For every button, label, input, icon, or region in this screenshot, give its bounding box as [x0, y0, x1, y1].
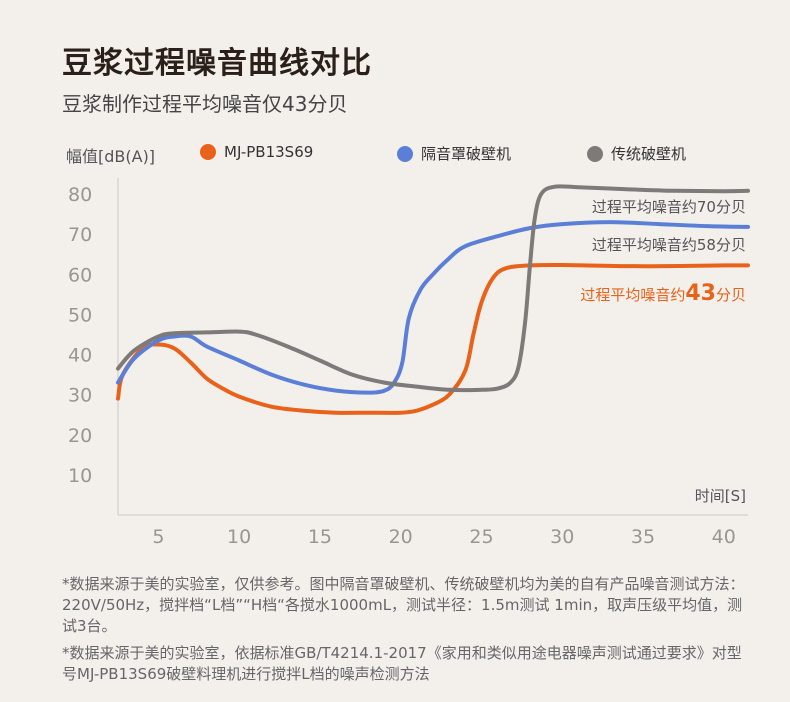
- annotation-mj: 过程平均噪音约43分贝: [580, 281, 746, 306]
- chart-subtitle: 豆浆制作过程平均噪音仅43分贝: [62, 92, 348, 116]
- legend-dot-gray: [587, 145, 603, 162]
- series-line-soundproof-blender: [116, 220, 750, 395]
- annotation-soundproof-prefix: 过程平均噪音约: [592, 236, 697, 254]
- legend-label-mj: MJ-PB13S69: [224, 143, 314, 161]
- legend-label-soundproof: 隔音罩破壁机: [421, 145, 512, 163]
- x-tick-label-5: 5: [152, 526, 164, 548]
- y-tick-label-60: 60: [68, 264, 92, 286]
- annotation-traditional-prefix: 过程平均噪音约: [592, 198, 697, 216]
- annotation-traditional-value: 70: [697, 198, 716, 216]
- y-tick-label-50: 50: [68, 304, 92, 326]
- x-tick-label-30: 30: [550, 526, 574, 548]
- x-tick-label-15: 15: [308, 526, 332, 548]
- series-line-traditional-blender: [116, 184, 750, 393]
- legend-item-mj: MJ-PB13S69: [200, 143, 313, 161]
- footnote-2: *数据来源于美的实验室，依据标准GB/T4214.1-2017《家用和类似用途电…: [62, 644, 742, 683]
- annotation-mj-suffix: 分贝: [716, 286, 746, 304]
- series-line-mj-pb13s69: [116, 262, 750, 415]
- annotation-traditional-suffix: 分贝: [716, 198, 746, 216]
- annotation-soundproof-suffix: 分贝: [716, 236, 746, 254]
- annotation-soundproof: 过程平均噪音约58分贝: [592, 236, 746, 254]
- x-tick-label-25: 25: [469, 526, 493, 548]
- x-tick-label-35: 35: [631, 526, 655, 548]
- annotation-soundproof-value: 58: [697, 236, 716, 254]
- y-tick-label-30: 30: [68, 385, 92, 407]
- y-tick-label-20: 20: [68, 425, 92, 447]
- legend-item-soundproof: 隔音罩破壁机: [397, 143, 511, 164]
- y-tick-label-80: 80: [68, 184, 92, 206]
- legend-label-traditional: 传统破壁机: [611, 145, 687, 163]
- y-tick-label-10: 10: [68, 465, 92, 487]
- line-chart: 10 20 30 40 50 60 70 80 5 10 15 20 25 30 35 40 时间[S] 过程平…: [68, 178, 750, 548]
- legend-dot-orange: [200, 144, 216, 160]
- y-tick-label-70: 70: [68, 224, 92, 246]
- x-axis-label: 时间[S]: [695, 487, 746, 505]
- x-tick-label-10: 10: [227, 526, 251, 548]
- y-axis-label: 幅值[dB(A)]: [66, 147, 156, 166]
- chart-title: 豆浆过程噪音曲线对比: [62, 46, 372, 81]
- annotation-traditional: 过程平均噪音约70分贝: [592, 198, 746, 216]
- x-tick-label-20: 20: [389, 526, 413, 548]
- x-tick-label-40: 40: [712, 526, 736, 548]
- footnote-1: *数据来源于美的实验室，仅供参考。图中隔音罩破壁机、传统破壁机均为美的自有产品噪…: [62, 575, 745, 635]
- y-tick-label-40: 40: [68, 345, 92, 367]
- annotation-mj-prefix: 过程平均噪音约: [580, 286, 685, 304]
- legend-dot-blue: [397, 145, 413, 162]
- legend-item-traditional: 传统破壁机: [587, 143, 686, 164]
- annotation-mj-value: 43: [685, 281, 716, 306]
